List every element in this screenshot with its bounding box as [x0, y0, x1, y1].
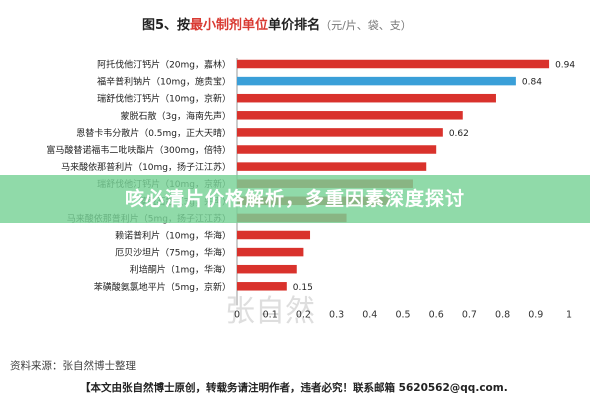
x-tick-label: 0.4 [362, 309, 377, 320]
x-tick-label: 1 [566, 309, 572, 320]
bar [237, 111, 463, 120]
bar [237, 282, 287, 291]
category-label: 富马酸替诺福韦二吡呋酯片（300mg，倍特） [46, 144, 231, 156]
headline-banner: 咳必清片价格解析，多重因素深度探讨 [0, 175, 590, 223]
bar [237, 59, 550, 69]
data-label: 0.94 [555, 61, 575, 71]
category-label: 厄贝沙坦片（75mg，华海） [115, 247, 231, 259]
bar [237, 76, 516, 86]
bar [237, 230, 311, 240]
x-tick-label: 0.9 [528, 309, 543, 320]
bar [237, 128, 443, 137]
banner-text: 咳必清片价格解析，多重因素深度探讨 [124, 188, 465, 210]
x-tick-label: 0.5 [395, 309, 410, 320]
title-highlight: 最小制剂单位 [190, 18, 269, 33]
x-tick-label: 0.6 [429, 309, 444, 320]
x-tick-label: 0.3 [329, 309, 344, 320]
x-tick-label: 0.2 [296, 309, 311, 320]
watermark: 张自然 [225, 294, 315, 329]
category-label: 瑞舒伐他汀钙片（10mg，京新） [97, 93, 231, 105]
category-label: 利培酮片（1mg，华海） [130, 264, 231, 276]
bar [237, 264, 297, 274]
title-unit: （元/片、袋、支） [320, 19, 412, 32]
x-tick-label: 0 [234, 309, 240, 320]
bar [237, 145, 437, 154]
category-label: 蒙脱石散（3g，海南先声） [121, 110, 231, 122]
data-label: 0.84 [522, 78, 542, 88]
bar [237, 162, 427, 171]
category-label: 恩替卡韦分散片（0.5mg，正大天晴） [76, 127, 231, 139]
x-tick-label: 0.1 [263, 309, 278, 320]
data-label: 0.62 [449, 129, 469, 139]
x-tick-label: 0.7 [462, 309, 477, 320]
data-label: 0.15 [293, 283, 313, 293]
title-suffix: 单价排名 [268, 18, 321, 33]
category-label: 赖诺普利片（10mg，华海） [115, 230, 231, 242]
bar [237, 247, 304, 257]
category-label: 阿托伐他汀钙片（20mg，嘉林） [97, 59, 231, 71]
category-label: 马来酸依那普利片（10mg，扬子江江苏） [61, 161, 231, 173]
category-label: 福辛普利钠片（10mg，施贵宝） [97, 76, 231, 88]
x-tick-label: 0.8 [495, 309, 510, 320]
chart-title: 图5、按最小制剂单位单价排名（元/片、袋、支） [142, 14, 412, 33]
copyright-note: 【本文由张自然博士原创，转载务请注明作者，违者必究！联系邮箱 5620562@q… [80, 382, 508, 394]
category-label: 苯磺酸氨氯地平片（5mg，京新） [94, 281, 231, 293]
source-text: 资料来源：张自然博士整理 [10, 360, 136, 372]
bar [237, 93, 496, 103]
title-prefix: 图5、按 [142, 18, 191, 33]
